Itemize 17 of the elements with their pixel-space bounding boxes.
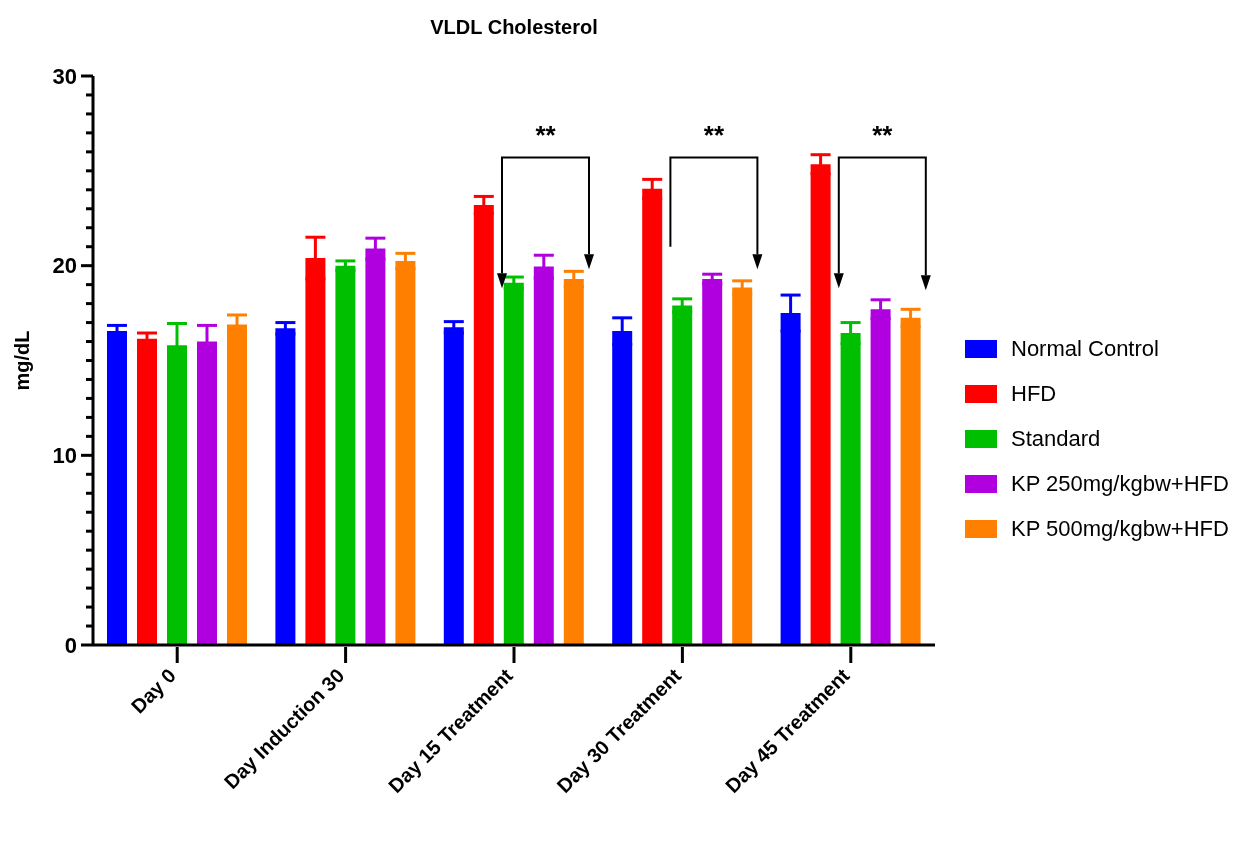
y-tick-label: 10 <box>52 443 77 469</box>
legend-label: HFD <box>1011 380 1057 407</box>
legend-label: Normal Control <box>1011 335 1159 362</box>
annotation: ** <box>703 119 725 150</box>
bar <box>335 265 356 645</box>
legend-label: Standard <box>1011 425 1101 452</box>
bar <box>702 278 723 645</box>
y-tick-label: 0 <box>64 632 77 658</box>
y-tick-label: 20 <box>52 253 77 279</box>
annotation: ** <box>872 119 894 150</box>
y-tick-label: 30 <box>52 63 77 89</box>
y-axis-title: mg/dL <box>10 330 34 391</box>
x-tick-label: Day 0 <box>126 664 181 718</box>
chart-title: VLDL Cholesterol <box>429 16 599 39</box>
annotation: ** <box>535 119 557 150</box>
legend-label: KP 500mg/kgbw+HFD <box>1011 515 1229 542</box>
legend-label: KP 250mg/kgbw+HFD <box>1011 470 1229 497</box>
